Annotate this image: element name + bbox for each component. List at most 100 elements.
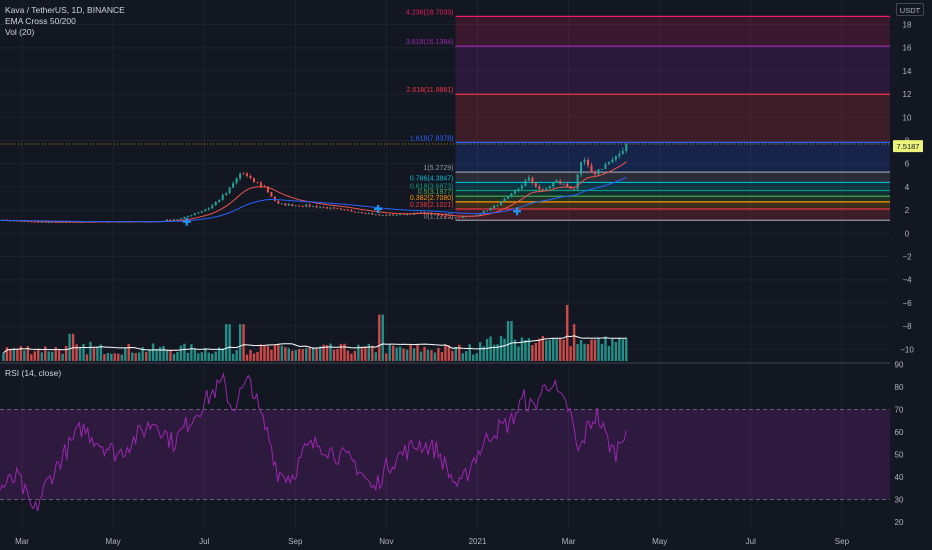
candle-body bbox=[440, 215, 443, 217]
volume-bar bbox=[169, 349, 172, 361]
volume-bar bbox=[158, 347, 162, 361]
volume-bar bbox=[252, 353, 256, 361]
volume-bar bbox=[604, 336, 607, 361]
volume-bar bbox=[409, 344, 412, 361]
volume-bar bbox=[134, 353, 137, 361]
volume-bar bbox=[576, 344, 579, 361]
volume-bar bbox=[124, 347, 127, 361]
candle-body bbox=[44, 222, 47, 223]
candle-body bbox=[79, 222, 82, 223]
candle-body bbox=[461, 216, 464, 218]
volume-bar bbox=[510, 321, 513, 361]
volume-bar bbox=[96, 346, 99, 361]
volume-bar bbox=[416, 344, 419, 361]
volume-bar bbox=[224, 324, 228, 361]
candle-body bbox=[444, 216, 447, 218]
volume-bar bbox=[346, 350, 350, 361]
volume-bar bbox=[26, 346, 30, 361]
fib-level-label: 0(1.1225) bbox=[424, 213, 454, 220]
volume-bar bbox=[44, 346, 47, 361]
fib-level-label: 0.618(3.6873) bbox=[410, 184, 454, 191]
candle-body bbox=[242, 173, 245, 175]
volume-bar bbox=[388, 344, 391, 361]
volume-bars bbox=[2, 305, 628, 361]
volume-bar bbox=[235, 349, 238, 361]
candle-body bbox=[30, 221, 33, 223]
volume-bar bbox=[207, 352, 210, 361]
price-tick-label: 2 bbox=[905, 206, 910, 215]
candle-body bbox=[301, 206, 304, 207]
fib-level-label: 3.618(16.1384) bbox=[406, 39, 453, 46]
fib-level-label: 0.382(2.7080) bbox=[410, 195, 454, 202]
volume-bar bbox=[106, 353, 110, 361]
volume-bar bbox=[64, 345, 68, 361]
volume-bar bbox=[336, 349, 339, 361]
candle-body bbox=[541, 189, 544, 191]
candle-body bbox=[148, 221, 151, 223]
volume-bar bbox=[559, 338, 562, 361]
candle-body bbox=[420, 211, 423, 213]
volume-bar bbox=[61, 353, 64, 361]
candle-body bbox=[406, 214, 409, 216]
candle-body bbox=[604, 164, 607, 169]
fib-zone bbox=[455, 196, 890, 202]
candle-body bbox=[339, 208, 342, 210]
rsi-indicator-label[interactable]: RSI (14, close) bbox=[5, 368, 62, 378]
volume-bar bbox=[298, 349, 301, 361]
price-tick-label: 16 bbox=[903, 44, 912, 53]
fib-zone bbox=[455, 142, 890, 173]
time-tick-label: May bbox=[652, 537, 667, 546]
candle-body bbox=[378, 214, 381, 216]
currency-unit-button[interactable]: USDT bbox=[896, 3, 924, 16]
candle-body bbox=[513, 190, 516, 194]
volume-bar bbox=[367, 343, 371, 361]
current-price-badge bbox=[893, 140, 923, 153]
ema-slow-line bbox=[0, 176, 627, 223]
candle-body bbox=[374, 214, 377, 216]
volume-bar bbox=[423, 346, 426, 361]
fib-zone bbox=[455, 190, 890, 197]
rsi-tick-label: 70 bbox=[895, 405, 904, 414]
candle-body bbox=[447, 217, 450, 219]
volume-bar bbox=[162, 345, 165, 361]
candle-body bbox=[12, 220, 15, 222]
volume-bar bbox=[155, 349, 158, 361]
candle-body bbox=[207, 208, 210, 210]
ema-indicator-label[interactable]: EMA Cross 50/200 bbox=[5, 16, 76, 26]
price-tick-label: −10 bbox=[900, 345, 914, 354]
candle-body bbox=[357, 212, 360, 214]
volume-bar bbox=[332, 349, 336, 361]
volume-bar bbox=[611, 338, 614, 361]
candle-body bbox=[61, 222, 64, 223]
candle-body bbox=[33, 221, 36, 223]
symbol-title[interactable]: Kava / TetherUS, 1D, BINANCE bbox=[5, 5, 125, 15]
candle-body bbox=[287, 204, 290, 206]
fib-level-label: 4.236(18.7033) bbox=[406, 9, 453, 16]
candle-body bbox=[232, 183, 235, 188]
volume-bar bbox=[54, 347, 57, 361]
fibonacci-extension[interactable]: 0(1.1225) 0.236(2.1021)0.382(2.7080)0.5(3… bbox=[0, 9, 890, 221]
volume-bar bbox=[284, 347, 287, 361]
volume-bar bbox=[517, 346, 520, 361]
volume-bar bbox=[339, 343, 343, 361]
fib-level-label: 1.618(7.8378) bbox=[410, 135, 454, 142]
candle-body bbox=[371, 213, 374, 215]
time-tick-label: Jul bbox=[746, 537, 756, 546]
fib-level-label: 1(5.2729) bbox=[424, 165, 454, 172]
candle-body bbox=[326, 207, 329, 209]
candle-body bbox=[228, 187, 231, 194]
volume-bar bbox=[16, 348, 19, 361]
volume-bar bbox=[99, 344, 103, 361]
candle-body bbox=[259, 182, 262, 187]
candle-body bbox=[566, 183, 569, 187]
price-tick-label: −4 bbox=[902, 276, 912, 285]
candle-body bbox=[507, 196, 510, 199]
candle-body bbox=[500, 201, 503, 206]
candle-body bbox=[183, 216, 186, 219]
volume-bar bbox=[329, 343, 332, 361]
candle-body bbox=[517, 188, 520, 191]
candle-body bbox=[9, 220, 12, 222]
volume-indicator-label[interactable]: Vol (20) bbox=[5, 27, 35, 37]
